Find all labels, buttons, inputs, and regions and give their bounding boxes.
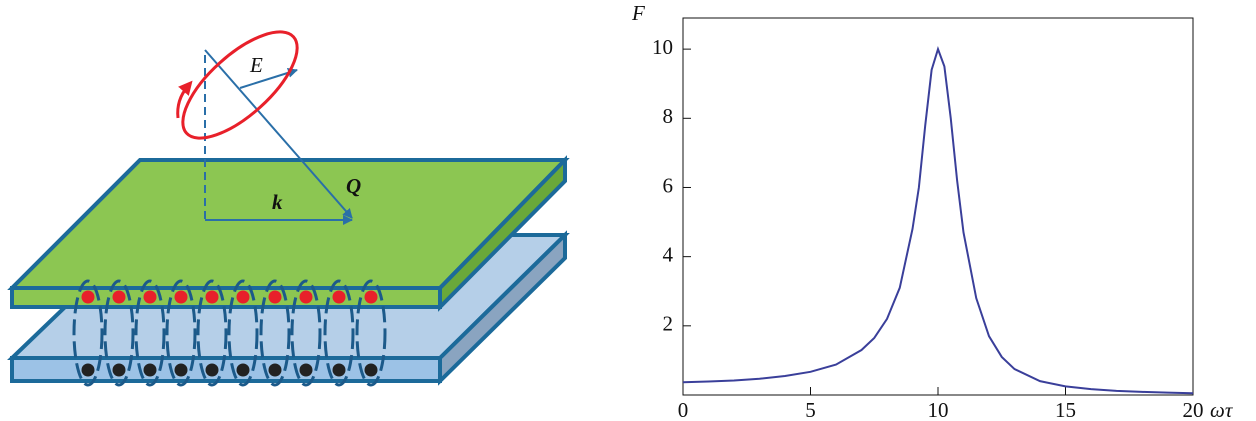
positive-charge [113,291,126,304]
negative-charge [365,364,378,377]
e-label: E [249,53,263,77]
polarization-ellipse [166,15,313,156]
positive-charge [237,291,250,304]
y-tick-label: 6 [663,173,674,197]
positive-charge [269,291,282,304]
x-tick-label: 10 [928,398,949,421]
negative-charge [144,364,157,377]
plot: F ωτ 0 5 10 15 20 2 4 6 8 10 [631,1,1234,421]
k-label: k [272,190,283,214]
positive-charge [144,291,157,304]
y-tick-label: 2 [663,312,674,336]
y-tick-label: 4 [663,242,674,266]
x-tick-label: 5 [805,398,816,421]
positive-charge [175,291,188,304]
x-tick-label: 15 [1055,398,1076,421]
y-tick-label: 10 [652,35,673,59]
positive-charge [206,291,219,304]
positive-charge [300,291,313,304]
negative-charge [175,364,188,377]
negative-charge [269,364,282,377]
negative-charge [300,364,313,377]
x-tick-label: 20 [1183,398,1204,421]
positive-charge [82,291,95,304]
q-label: Q [346,174,361,198]
positive-charge [365,291,378,304]
negative-charge [333,364,346,377]
x-tick-label: 0 [678,398,689,421]
negative-charge [206,364,219,377]
x-axis-label: ωτ [1210,398,1234,421]
plot-frame [683,18,1193,395]
negative-charge [82,364,95,377]
y-tick-label: 8 [663,104,674,128]
curve [683,49,1193,393]
negative-charge [237,364,250,377]
diagram: E k Q [12,15,565,385]
positive-charge [333,291,346,304]
figure: E k Q F ωτ 0 5 10 15 20 2 4 6 8 10 [0,0,1256,421]
y-axis-label: F [631,1,645,25]
negative-charge [113,364,126,377]
